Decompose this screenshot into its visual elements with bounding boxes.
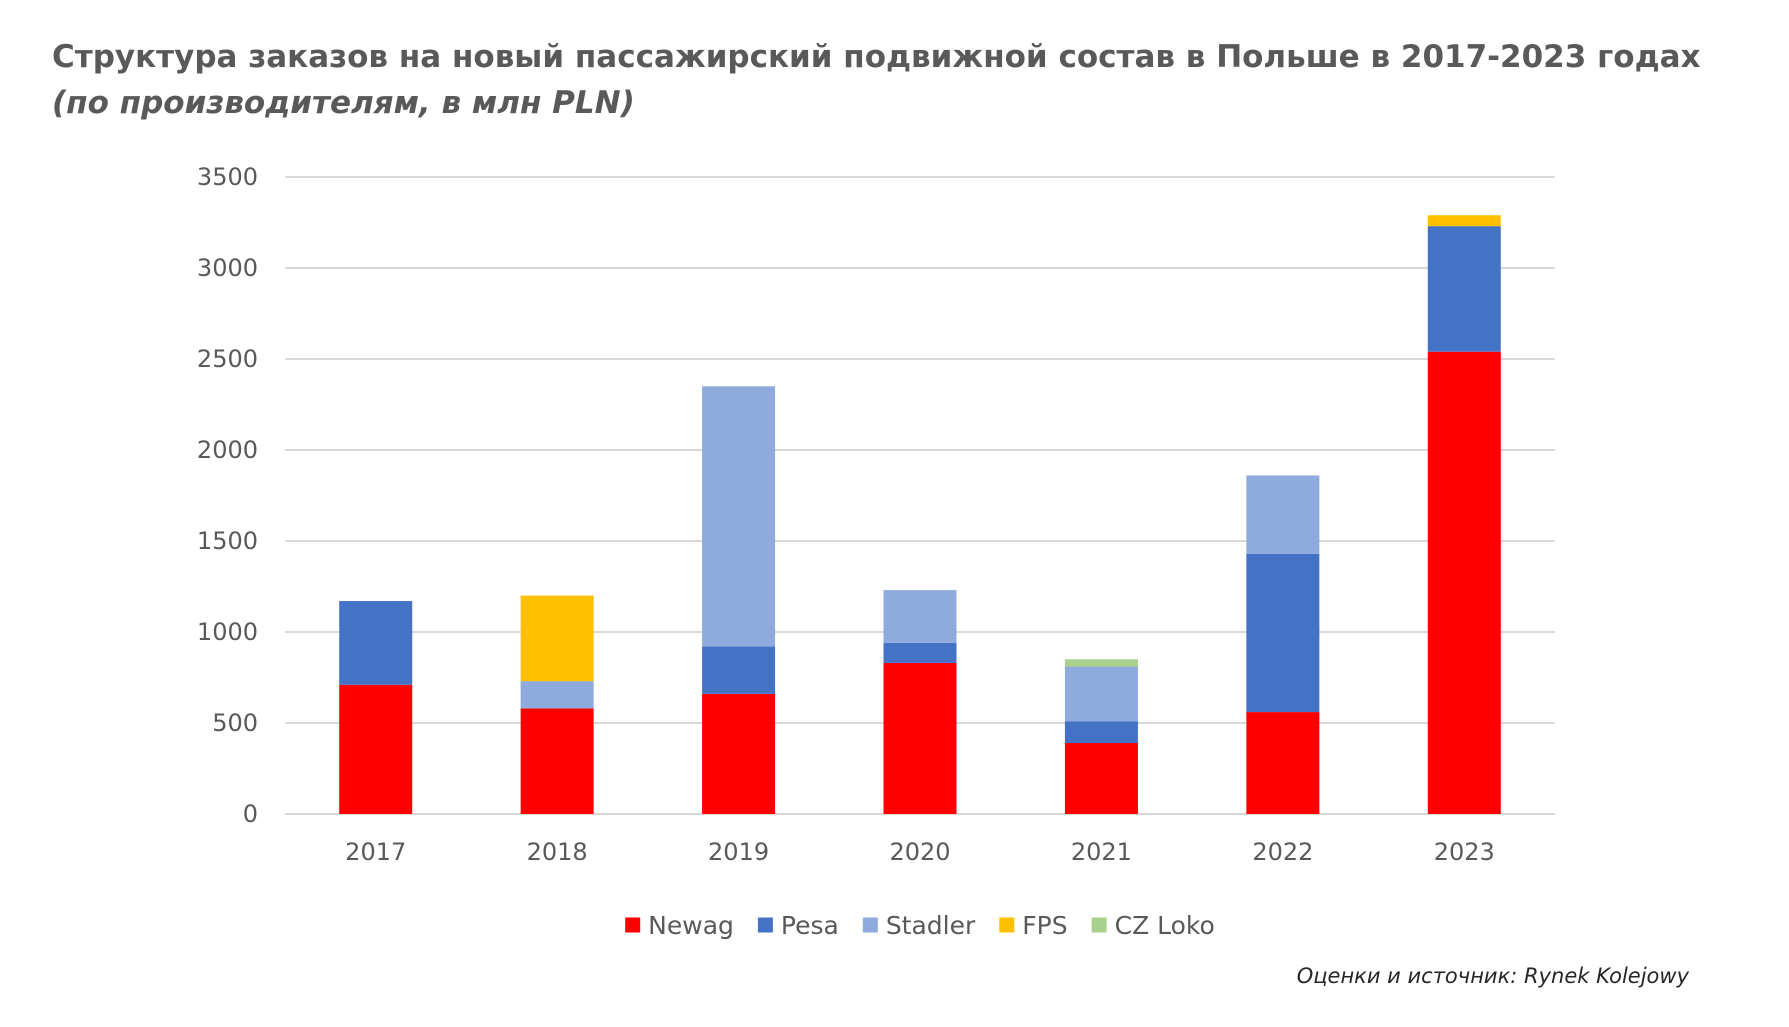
x-axis-ticks: 2017 2018 2019 2020 2021 2022 2023: [345, 838, 1495, 866]
x-tick-label: 2022: [1252, 838, 1313, 866]
bar-segment-newag-2019: [702, 693, 776, 814]
legend-swatch-newag: [625, 917, 641, 933]
x-tick-label: 2020: [889, 838, 950, 866]
bar-segment-stadler-2022: [1246, 475, 1320, 554]
y-tick-label: 2000: [197, 436, 258, 464]
bar-segment-newag-2023: [1427, 351, 1501, 814]
legend-label-fps: FPS: [1022, 911, 1067, 940]
legend-label-stadler: Stadler: [886, 911, 976, 940]
bar-segment-fps-2023: [1427, 215, 1501, 227]
chart-subtitle: (по производителям, в млн PLN): [52, 85, 635, 121]
bar-segment-fps-2018: [520, 595, 594, 682]
bar-segment-stadler-2021: [1064, 666, 1138, 722]
y-axis-ticks: 0 500 1000 1500 2000 2500 3000 3500: [197, 163, 258, 828]
bar-segment-newag-2022: [1246, 712, 1320, 814]
x-tick-label: 2023: [1434, 838, 1495, 866]
y-tick-label: 500: [212, 709, 258, 737]
x-tick-label: 2017: [345, 838, 406, 866]
bar-segment-pesa-2020: [883, 642, 957, 663]
bar-segment-stadler-2018: [520, 681, 594, 709]
y-tick-label: 1000: [197, 618, 258, 646]
y-tick-label: 3000: [197, 254, 258, 282]
legend-swatch-pesa: [757, 917, 773, 933]
bar-segment-newag-2021: [1064, 743, 1138, 814]
bar-segment-pesa-2019: [702, 646, 776, 694]
bars: [339, 215, 1501, 814]
bar-segment-stadler-2020: [883, 590, 957, 643]
legend-swatch-cz-loko: [1091, 917, 1107, 933]
bar-segment-pesa-2023: [1427, 226, 1501, 352]
bar-segment-newag-2018: [520, 708, 594, 814]
bar-segment-pesa-2022: [1246, 553, 1320, 713]
legend-swatch-stadler: [862, 917, 878, 933]
y-tick-label: 2500: [197, 345, 258, 373]
y-tick-label: 1500: [197, 527, 258, 555]
legend-swatch-fps: [999, 917, 1015, 933]
chart-title: Структура заказов на новый пассажирский …: [52, 39, 1701, 75]
legend: Newag Pesa Stadler FPS CZ Loko: [625, 911, 1215, 940]
x-tick-label: 2018: [527, 838, 588, 866]
bar-segment-pesa-2017: [339, 601, 413, 685]
x-tick-label: 2019: [708, 838, 769, 866]
chart-title-block: Структура заказов на новый пассажирский …: [52, 34, 1752, 126]
y-tick-label: 0: [243, 800, 258, 828]
bar-segment-pesa-2021: [1064, 721, 1138, 744]
y-tick-label: 3500: [197, 163, 258, 191]
bar-segment-newag-2020: [883, 662, 957, 814]
x-tick-label: 2021: [1071, 838, 1132, 866]
source-note: Оценки и источник: Rynek Kolejowy: [1296, 964, 1689, 988]
legend-label-newag: Newag: [648, 911, 734, 940]
bar-segment-newag-2017: [339, 684, 413, 814]
bar-segment-cz-loko-2021: [1064, 659, 1138, 667]
legend-label-pesa: Pesa: [781, 911, 839, 940]
bar-segment-stadler-2019: [702, 386, 776, 647]
legend-label-cz-loko: CZ Loko: [1115, 911, 1215, 940]
